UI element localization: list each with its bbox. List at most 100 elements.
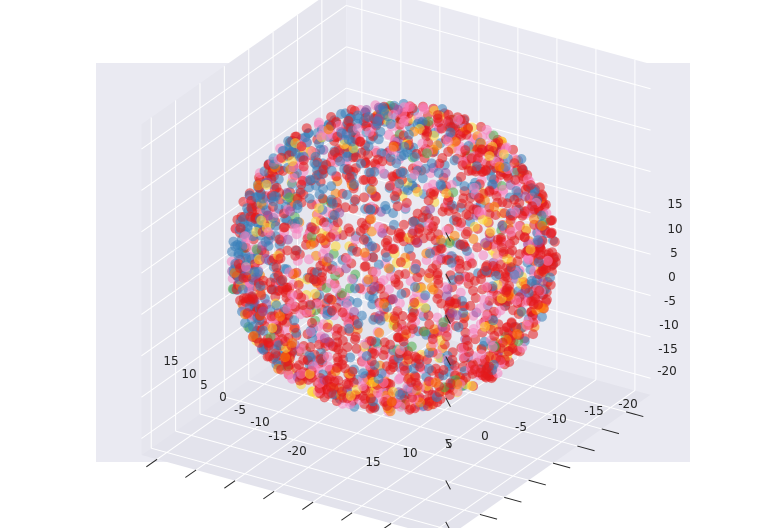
z-tick-label: -15 <box>658 342 678 356</box>
scatter-point <box>484 187 495 197</box>
scatter-point <box>453 114 463 125</box>
scatter-point <box>440 167 451 178</box>
scatter-point <box>434 158 445 169</box>
scatter-point <box>536 210 547 221</box>
scatter-point <box>456 198 467 209</box>
scatter-point <box>306 222 317 233</box>
scatter-point <box>247 291 258 302</box>
scatter-point <box>270 220 281 231</box>
scatter-point <box>358 368 369 379</box>
scatter-point <box>446 180 457 190</box>
gridline-y-floor <box>312 358 519 503</box>
scatter-point <box>287 289 298 300</box>
scatter-point <box>423 195 434 206</box>
scatter-point <box>394 269 404 280</box>
scatter-point <box>397 311 408 321</box>
y-tick-mark <box>224 480 236 489</box>
scatter-point <box>484 351 494 362</box>
scatter-point <box>484 361 494 372</box>
scatter-point <box>388 294 399 305</box>
scatter-point <box>289 322 300 333</box>
scatter-point <box>409 169 420 180</box>
scatter-point <box>284 192 295 203</box>
scatter-point <box>451 298 461 309</box>
scatter-point <box>305 174 316 185</box>
scatter-point <box>363 112 374 122</box>
scatter-point <box>350 331 361 342</box>
scatter-point <box>282 282 292 293</box>
scatter-point <box>356 310 367 321</box>
scatter-point <box>300 132 311 143</box>
scatter-point <box>403 129 414 140</box>
y-tick-label: -20 <box>618 397 638 411</box>
scatter-point <box>386 396 397 407</box>
scatter-point <box>447 354 458 365</box>
scatter-point <box>481 311 492 322</box>
scatter-point <box>273 174 284 185</box>
scatter-point <box>468 285 478 296</box>
scatter-point <box>238 293 249 304</box>
scatter-point <box>490 210 501 220</box>
scatter-point <box>545 228 556 239</box>
scatter-point <box>337 335 348 346</box>
scatter-point <box>342 151 353 162</box>
y-tick-label: -10 <box>547 412 567 426</box>
scatter-point <box>364 167 375 178</box>
x-tick-label: -10 <box>250 415 270 429</box>
scatter-point <box>497 220 508 231</box>
scatter-point <box>277 274 288 285</box>
scatter-point <box>392 201 403 212</box>
scatter-point <box>424 268 435 279</box>
z-tick-mark <box>445 397 451 407</box>
scatter-point <box>228 236 239 247</box>
scatter-point <box>260 236 271 247</box>
x-tick-mark <box>479 513 498 520</box>
y-tick-label: 0 <box>481 429 489 443</box>
scatter-point <box>422 128 433 139</box>
scatter-point <box>485 226 496 237</box>
scatter-point <box>304 272 315 283</box>
scatter-point <box>456 171 467 182</box>
scatter-point <box>240 317 251 328</box>
scatter-point <box>337 386 347 397</box>
z-tick-label: -5 <box>664 294 676 308</box>
scatter-point <box>385 180 395 191</box>
scatter-point <box>398 219 409 230</box>
scatter-point <box>315 144 326 155</box>
scatter-point <box>425 204 436 214</box>
scatter-point <box>356 217 367 228</box>
scatter-point <box>359 192 369 203</box>
scatter-point <box>412 186 423 197</box>
scatter-point <box>275 253 286 264</box>
scatter-point <box>241 262 251 273</box>
scatter-point <box>475 303 486 314</box>
scatter-point <box>266 284 277 295</box>
scatter-point <box>418 104 429 115</box>
scatter-point <box>344 323 354 334</box>
scatter-point <box>409 297 420 308</box>
scatter-point <box>389 191 400 202</box>
scatter-point <box>343 223 354 234</box>
scatter-point <box>381 252 392 263</box>
scatter-point <box>353 318 364 329</box>
z-tick-mark <box>445 232 451 242</box>
scatter-point <box>356 158 366 169</box>
scatter-point <box>498 149 509 160</box>
scatter-point <box>505 262 516 272</box>
scatter-point <box>473 207 484 217</box>
z-tick-label: 5 <box>670 246 678 260</box>
scatter-point <box>420 302 430 313</box>
scatter-point <box>452 216 463 227</box>
scatter-point <box>235 222 246 233</box>
scatter-point <box>474 193 485 203</box>
gridline-x-floor <box>175 430 481 515</box>
scatter-point <box>304 193 315 204</box>
scatter-point <box>289 315 300 326</box>
x-tick-label: -20 <box>287 444 307 458</box>
scatter-point <box>495 259 506 270</box>
scatter-point <box>258 306 268 317</box>
scatter-point <box>285 206 296 217</box>
scatter-point <box>460 145 471 156</box>
scatter-point <box>378 298 389 309</box>
scatter-point <box>478 294 489 305</box>
